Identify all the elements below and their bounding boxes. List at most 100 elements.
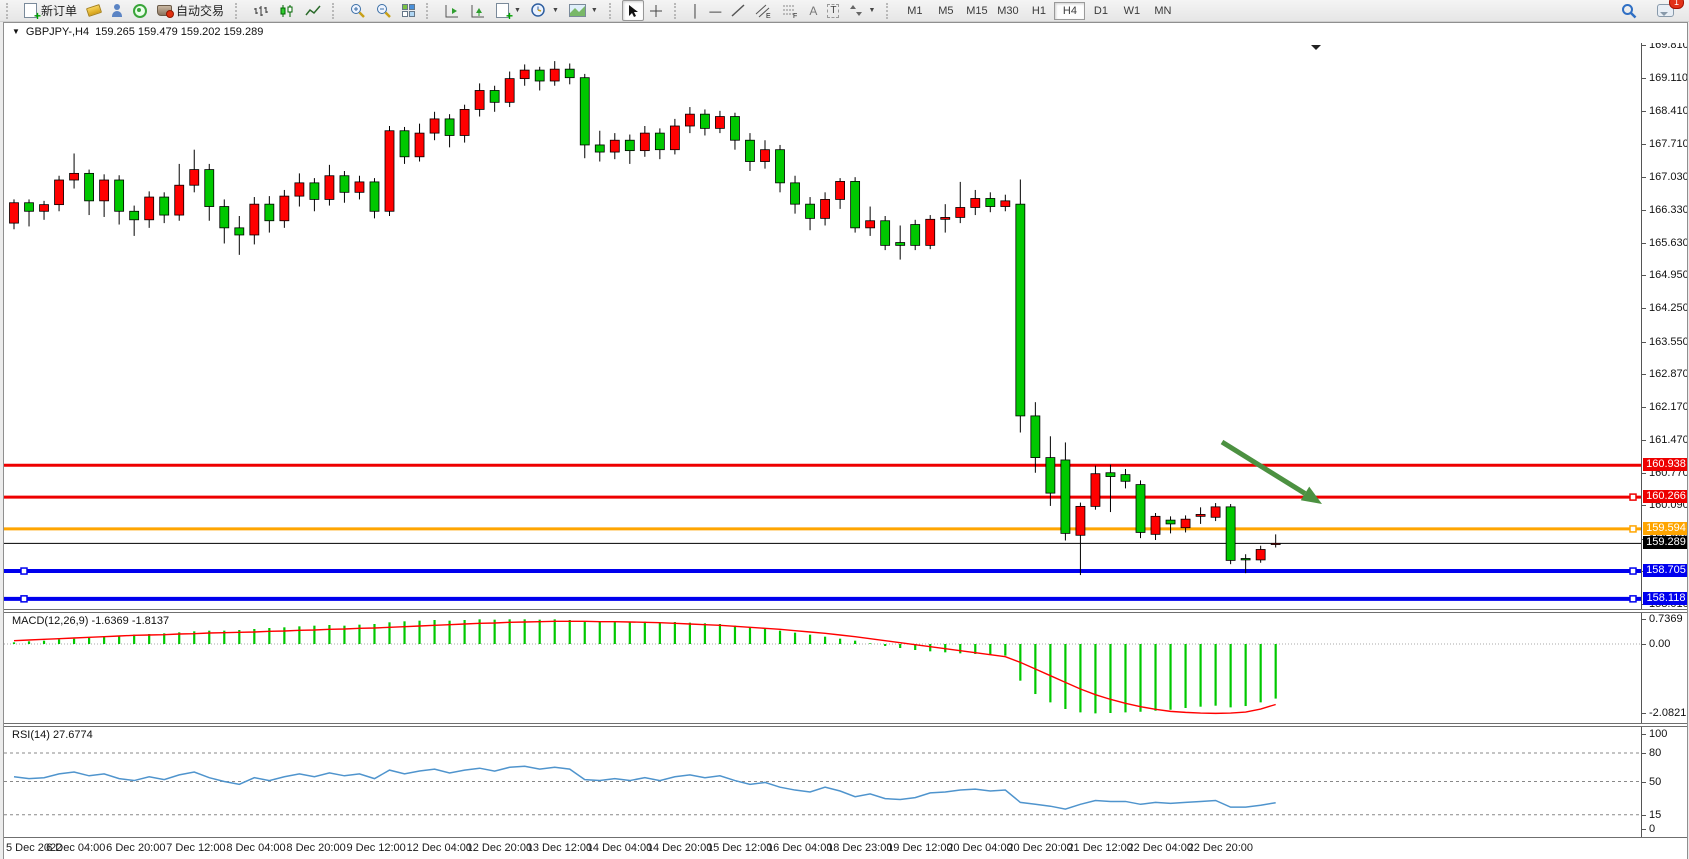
chart-shift-marker[interactable] — [1311, 45, 1321, 55]
text-button[interactable]: A — [804, 0, 822, 21]
zoom-out-button[interactable] — [371, 0, 397, 21]
line-handle[interactable] — [1629, 525, 1637, 533]
time-label: 6 Dec 04:00 — [46, 842, 106, 854]
candle — [459, 109, 470, 136]
timeframe-button-mn[interactable]: MN — [1154, 4, 1172, 17]
timeframe-button-h4[interactable]: H4 — [1054, 1, 1086, 20]
candle — [1060, 459, 1071, 534]
rsi-tick — [1641, 781, 1646, 783]
time-label: 9 Dec 12:00 — [346, 842, 406, 854]
line-chart-button[interactable] — [300, 0, 326, 21]
candle — [910, 224, 921, 246]
candle — [489, 90, 500, 103]
new-chart-button[interactable]: ▼ — [491, 0, 526, 23]
time-label: 14 Dec 20:00 — [646, 842, 713, 854]
candle — [1075, 505, 1086, 536]
price-tick-label: 161.470 — [1649, 434, 1687, 447]
price-tick-label: 167.030 — [1649, 170, 1687, 183]
candle — [414, 132, 425, 158]
arrange-b-button[interactable] — [465, 0, 491, 21]
highlighter-button[interactable] — [82, 0, 106, 21]
tile-windows-button[interactable] — [397, 0, 420, 21]
chat-button[interactable]: 1 — [1652, 0, 1684, 21]
price-tick — [1641, 341, 1646, 343]
timeframe-button-m15[interactable]: M15 — [966, 4, 988, 17]
vertical-line-button[interactable]: │ — [687, 0, 705, 21]
line-handle[interactable] — [1629, 567, 1637, 575]
macd-tick-label: 0.7369 — [1649, 613, 1683, 626]
line-handle[interactable] — [20, 595, 28, 603]
candle — [384, 130, 395, 212]
cursor-button[interactable] — [621, 0, 644, 21]
symbol-dropdown-icon[interactable]: ▼ — [12, 27, 20, 36]
toolbar-grip — [426, 2, 435, 19]
arrow-object-line[interactable] — [1220, 439, 1307, 496]
candle — [715, 116, 725, 129]
line-handle[interactable] — [20, 567, 28, 575]
timeframe-button-m1[interactable]: M1 — [907, 4, 923, 17]
toolbar-grip — [886, 2, 895, 19]
vertical-line-icon: │ — [691, 3, 700, 18]
equidistant-channel-button[interactable]: E — [750, 0, 777, 21]
candle — [1150, 515, 1161, 535]
pane-separator[interactable] — [4, 723, 1687, 727]
toolbar-grip — [235, 2, 244, 19]
chart-title-row: ▼ GBPJPY-,H4 159.265 159.479 159.202 159… — [4, 23, 1687, 40]
timeframe-button-h1[interactable]: H1 — [1031, 4, 1046, 17]
candle — [114, 179, 125, 212]
price-pane: 169.810 169.110 168.410 167.710 167.030 166.3… — [4, 43, 1687, 609]
arrow-object-head[interactable] — [1300, 486, 1322, 504]
price-tick-label: 164.250 — [1649, 302, 1687, 315]
shapes-button[interactable]: ▼ — [844, 0, 880, 21]
candle — [955, 207, 966, 218]
zoom-out-icon — [377, 4, 391, 18]
arrange-a-button[interactable] — [439, 0, 465, 21]
candle — [354, 181, 365, 193]
rsi-tick-label: 0 — [1649, 823, 1656, 835]
fibonacci-button[interactable]: F — [777, 0, 804, 21]
autotrading-button[interactable]: 自动交易 — [152, 0, 229, 21]
rsi-line — [13, 765, 1276, 810]
candle — [835, 181, 845, 200]
shapes-icon — [850, 5, 863, 16]
templates-button[interactable]: ▼ — [564, 0, 603, 21]
candle — [1030, 415, 1041, 458]
text-label-button[interactable]: T — [822, 0, 844, 21]
new-order-icon — [24, 3, 41, 23]
pane-separator[interactable] — [4, 609, 1687, 613]
profiles-button[interactable] — [106, 0, 128, 21]
line-handle[interactable] — [1629, 595, 1637, 603]
candlestick-chart-button[interactable] — [274, 0, 300, 21]
text-icon: A — [809, 3, 818, 18]
signal-button[interactable] — [128, 0, 152, 21]
timeframe-button-m30[interactable]: M30 — [997, 4, 1019, 17]
time-label: 19 Dec 12:00 — [887, 842, 953, 854]
time-label: 16 Dec 04:00 — [767, 842, 833, 854]
bar-chart-button[interactable] — [248, 0, 274, 21]
rsi-tick-label: 80 — [1649, 747, 1662, 759]
candle — [39, 204, 49, 212]
candle — [309, 182, 320, 200]
candle — [1120, 474, 1131, 482]
line-handle[interactable] — [1629, 493, 1637, 501]
horizontal-line-button[interactable]: — — [704, 0, 726, 21]
crosshair-button[interactable] — [644, 0, 668, 21]
trendline-button[interactable] — [726, 0, 750, 21]
candle — [850, 181, 861, 229]
rsi-tick — [1641, 753, 1646, 754]
search-button[interactable] — [1616, 0, 1642, 21]
timeframe-button-d1[interactable]: D1 — [1093, 4, 1108, 17]
timeframe-button-w1[interactable]: W1 — [1123, 4, 1141, 17]
crosshair-icon — [649, 4, 662, 17]
timeframe-button-m5[interactable]: M5 — [938, 4, 954, 17]
zoom-in-button[interactable] — [345, 0, 371, 21]
new-order-button[interactable]: 新订单 — [19, 0, 82, 23]
candle — [579, 77, 590, 146]
candle — [669, 125, 680, 151]
rsi-pane: RSI(14) 27.6774 100 80 50 15 0 — [4, 727, 1687, 837]
periodicity-icon — [531, 3, 545, 17]
time-label: 6 Dec 20:00 — [106, 842, 166, 854]
price-tick-label: 165.630 — [1649, 237, 1687, 249]
time-label: 14 Dec 04:00 — [586, 842, 653, 854]
periodicity-button[interactable]: ▼ — [526, 0, 564, 21]
